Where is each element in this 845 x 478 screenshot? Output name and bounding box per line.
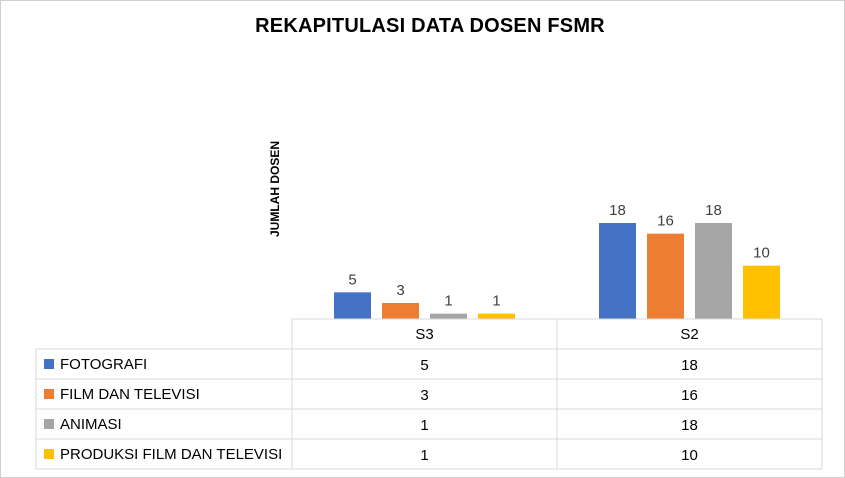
data-label: 1 [444, 293, 452, 310]
bar [334, 292, 371, 319]
legend-entry: PRODUKSI FILM DAN TELEVISI [60, 446, 282, 463]
legend-entry: FOTOGRAFI [60, 356, 147, 373]
chart-title: REKAPITULASI DATA DOSEN FSMR [255, 15, 605, 37]
category-label: S3 [415, 326, 433, 343]
bar [647, 233, 684, 319]
legend-key [44, 449, 54, 459]
data-label: 3 [396, 282, 404, 299]
data-label: 18 [705, 202, 722, 219]
table-value: 16 [681, 387, 698, 404]
bar [743, 265, 780, 319]
category-label: S2 [680, 326, 698, 343]
table-value: 1 [420, 447, 428, 464]
table-value: 18 [681, 357, 698, 374]
data-label: 10 [753, 245, 770, 262]
legend-key [44, 389, 54, 399]
legend-key [44, 359, 54, 369]
table-value: 1 [420, 417, 428, 434]
data-label: 1 [492, 293, 500, 310]
legend-key [44, 419, 54, 429]
data-label: 18 [609, 202, 626, 219]
bar [382, 303, 419, 319]
bar [430, 313, 467, 319]
table-value: 18 [681, 417, 698, 434]
data-label: 5 [348, 271, 356, 288]
legend-entry: FILM DAN TELEVISI [60, 386, 200, 403]
bar [478, 313, 515, 319]
legend-entry: ANIMASI [60, 416, 122, 433]
bar [695, 223, 732, 319]
data-label: 16 [657, 213, 674, 230]
table-value: 3 [420, 387, 428, 404]
table-value: 10 [681, 447, 698, 464]
bar [599, 223, 636, 319]
table-value: 5 [420, 357, 428, 374]
